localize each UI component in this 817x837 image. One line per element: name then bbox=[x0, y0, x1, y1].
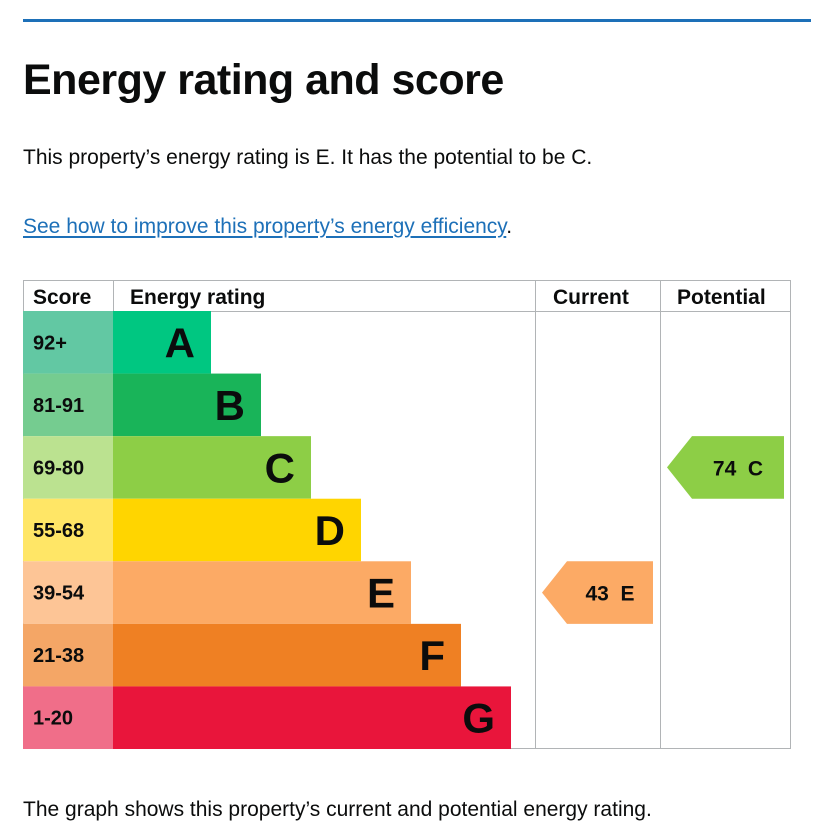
rating-summary: This property’s energy rating is E. It h… bbox=[23, 146, 593, 169]
header-energy-rating: Energy rating bbox=[130, 286, 265, 309]
score-range-g: 1-20 bbox=[33, 708, 73, 730]
rating-bar-a bbox=[113, 311, 211, 374]
score-range-b: 81-91 bbox=[33, 395, 84, 417]
potential-arrow bbox=[667, 436, 784, 499]
score-cell-d bbox=[23, 498, 113, 562]
score-cell-a bbox=[23, 311, 113, 374]
score-cell-f bbox=[23, 623, 113, 687]
score-range-f: 21-38 bbox=[33, 645, 84, 667]
rating-bar-b bbox=[113, 373, 261, 437]
header-potential: Potential bbox=[677, 286, 766, 309]
chart-footnote: The graph shows this property’s current … bbox=[23, 798, 652, 821]
score-cell-e bbox=[23, 561, 113, 624]
rating-bar-c bbox=[113, 436, 311, 499]
improve-efficiency-link[interactable]: See how to improve this property’s energ… bbox=[23, 215, 507, 238]
score-range-c: 69-80 bbox=[33, 457, 84, 479]
score-cell-b bbox=[23, 373, 113, 437]
rating-bar-e bbox=[113, 561, 411, 624]
score-cell-g bbox=[23, 686, 113, 749]
rating-letter-f: F bbox=[419, 632, 445, 679]
potential-arrow-label: 74 C bbox=[713, 457, 763, 480]
score-range-a: 92+ bbox=[33, 332, 67, 354]
score-range-e: 39-54 bbox=[33, 583, 85, 605]
score-cell-c bbox=[23, 436, 113, 499]
top-rule bbox=[23, 19, 811, 22]
improve-suffix: . bbox=[506, 215, 513, 238]
improve-paragraph: See how to improve this property’s energ… bbox=[23, 212, 512, 242]
header-score: Score bbox=[33, 286, 91, 309]
rating-letter-c: C bbox=[265, 444, 295, 491]
rating-letter-g: G bbox=[462, 695, 495, 742]
rating-letter-e: E bbox=[367, 570, 395, 617]
rating-letter-b: B bbox=[215, 382, 245, 429]
rating-letter-a: A bbox=[165, 319, 195, 366]
header-current: Current bbox=[553, 286, 629, 309]
current-arrow-label: 43 E bbox=[585, 583, 634, 606]
rating-bar-g bbox=[113, 686, 511, 749]
score-range-d: 55-68 bbox=[33, 520, 84, 542]
page-title: Energy rating and score bbox=[23, 56, 504, 104]
rating-letter-d: D bbox=[315, 507, 345, 554]
current-arrow bbox=[542, 561, 653, 624]
rating-bar-d bbox=[113, 498, 361, 562]
rating-bar-f bbox=[113, 623, 461, 687]
